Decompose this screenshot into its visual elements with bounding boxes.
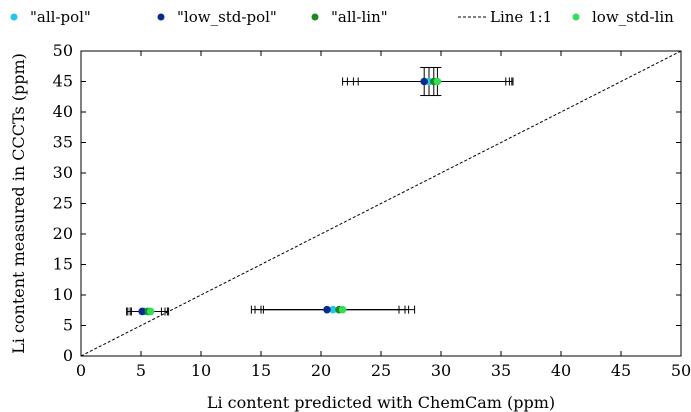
y-tick-label: 45 <box>53 72 73 91</box>
data-point <box>323 305 331 314</box>
data-point <box>420 77 429 86</box>
x-tick-label: 35 <box>491 361 511 380</box>
data-points-layer <box>138 77 442 316</box>
y-tick-label: 30 <box>53 163 73 182</box>
y-tick-label: 10 <box>53 285 73 304</box>
y-tick-label: 50 <box>53 41 73 60</box>
y-axis-title: Li content measured in CCCTs (ppm) <box>9 53 28 354</box>
x-axis-title: Li content predicted with ChemCam (ppm) <box>207 393 555 412</box>
y-tick-label: 25 <box>53 194 73 213</box>
x-tick-label: 40 <box>551 361 571 380</box>
x-tick-label: 10 <box>191 361 211 380</box>
error-bars-layer <box>126 66 514 316</box>
x-tick-label: 5 <box>136 361 146 380</box>
x-tick-label: 15 <box>251 361 271 380</box>
y-tick-label: 5 <box>63 316 73 335</box>
x-tick-label: 25 <box>371 361 391 380</box>
y-axis-ticks: 0 5 10 15 20 25 30 35 40 45 50 <box>53 41 681 365</box>
legend-marker <box>572 13 580 21</box>
legend-marker <box>157 13 165 21</box>
x-tick-label: 20 <box>311 361 331 380</box>
legend: "all-pol" "low_std-pol" "all-lin" Line 1:1 l… <box>10 8 674 26</box>
legend-label: low_std-lin <box>592 8 674 26</box>
legend-label: Line 1:1 <box>490 8 552 26</box>
x-tick-label: 30 <box>431 361 451 380</box>
y-tick-label: 20 <box>53 224 73 243</box>
data-point <box>338 305 347 314</box>
x-axis-ticks: 0 5 10 15 20 25 30 35 40 45 50 <box>76 51 691 380</box>
x-tick-label: 50 <box>671 361 691 380</box>
data-point <box>138 307 146 316</box>
one-to-one-line <box>80 50 682 357</box>
legend-marker <box>311 13 319 21</box>
data-point <box>146 307 155 316</box>
legend-marker <box>10 13 18 21</box>
legend-label: "low_std-pol" <box>177 8 277 26</box>
data-point <box>433 77 442 86</box>
x-tick-label: 0 <box>76 361 86 380</box>
y-tick-label: 0 <box>63 346 73 365</box>
legend-label: "all-pol" <box>30 8 91 26</box>
y-tick-label: 35 <box>53 133 73 152</box>
y-tick-label: 15 <box>53 255 73 274</box>
data-point <box>329 305 337 314</box>
y-tick-label: 40 <box>53 102 73 121</box>
x-tick-label: 45 <box>611 361 631 380</box>
legend-label: "all-lin" <box>331 8 388 26</box>
one-to-one-line-layer <box>80 50 682 357</box>
